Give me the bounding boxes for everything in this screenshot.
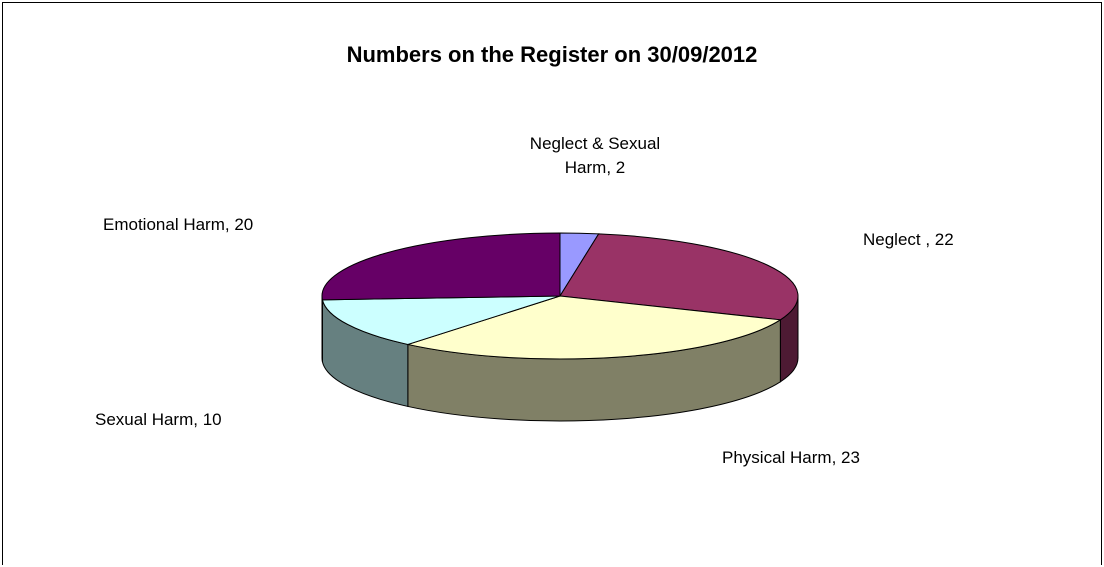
- pie-top-slices: [321, 232, 799, 360]
- slice-label-neglect-sexual-harm: Neglect & Sexual Harm, 2: [529, 134, 661, 177]
- pie-slice-neglect: [559, 233, 799, 321]
- slice-label-sexual-harm: Sexual Harm, 10: [95, 410, 222, 429]
- pie-side-walls: [321, 295, 799, 422]
- pie-slice-sexual-harm: [321, 295, 561, 345]
- slice-label-emotional-harm: Emotional Harm, 20: [103, 215, 254, 234]
- pie-slice-physical-harm: [405, 295, 782, 360]
- pie-slice-emotional-harm: [321, 232, 561, 301]
- slice-label-neglect: Neglect , 22: [863, 230, 954, 249]
- slice-label-physical-harm: Physical Harm, 23: [722, 448, 860, 467]
- chart-title: Numbers on the Register on 30/09/2012: [346, 42, 758, 67]
